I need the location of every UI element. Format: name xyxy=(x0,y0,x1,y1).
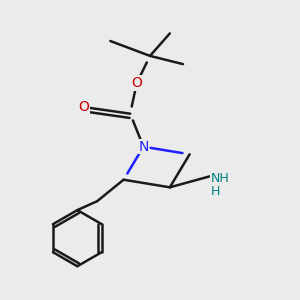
Text: O: O xyxy=(131,76,142,90)
Text: O: O xyxy=(79,100,89,114)
Text: N: N xyxy=(138,140,148,154)
Text: NH: NH xyxy=(211,172,230,184)
Text: H: H xyxy=(211,185,220,198)
